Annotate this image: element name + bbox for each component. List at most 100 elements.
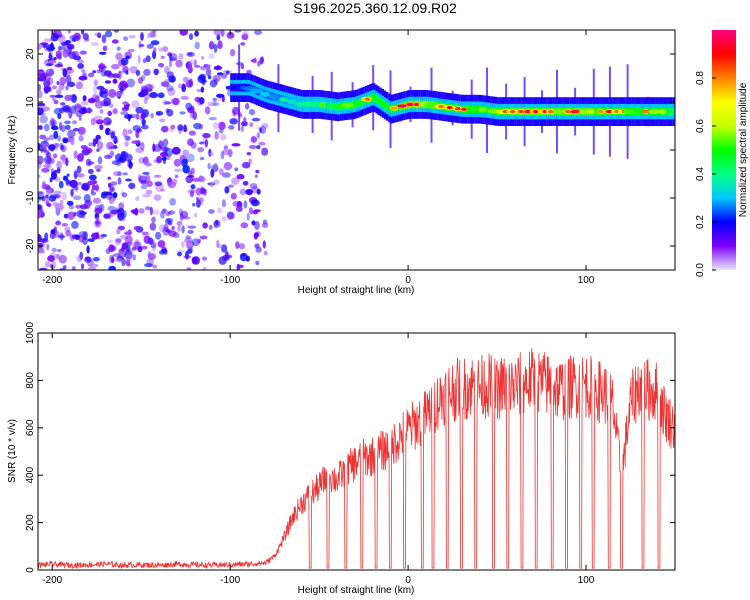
- noise-speckle: [59, 76, 66, 86]
- noise-speckle: [261, 122, 269, 130]
- noise-speckle: [125, 70, 129, 75]
- noise-speckle: [188, 33, 194, 40]
- noise-speckle: [168, 58, 173, 68]
- noise-speckle: [255, 260, 260, 266]
- signal-peak: [364, 97, 371, 101]
- noise-speckle: [162, 99, 168, 106]
- noise-speckle: [50, 168, 55, 175]
- signal-band-core: [379, 98, 382, 106]
- noise-speckle: [90, 117, 96, 126]
- noise-speckle: [38, 70, 45, 74]
- noise-speckle: [249, 183, 258, 190]
- noise-speckle: [166, 85, 174, 92]
- noise-speckle: [82, 95, 87, 102]
- noise-speckle: [107, 205, 116, 212]
- noise-speckle: [40, 42, 49, 46]
- noise-speckle: [239, 188, 247, 196]
- signal-peak: [641, 110, 650, 114]
- noise-speckle: [254, 174, 258, 178]
- noise-speckle: [204, 106, 211, 115]
- noise-speckle: [43, 38, 52, 42]
- noise-speckle: [158, 63, 165, 68]
- noise-speckle: [121, 151, 126, 157]
- noise-speckle: [180, 95, 189, 100]
- noise-speckle: [176, 220, 183, 226]
- noise-speckle: [153, 144, 162, 152]
- noise-speckle: [38, 90, 43, 99]
- noise-speckle: [137, 54, 141, 64]
- noise-speckle: [230, 192, 237, 200]
- noise-speckle: [152, 264, 158, 269]
- noise-speckle: [140, 184, 148, 190]
- noise-speckle: [47, 154, 51, 164]
- noise-speckle: [149, 222, 157, 231]
- noise-speckle: [195, 199, 201, 208]
- noise-speckle: [81, 30, 85, 35]
- noise-speckle: [212, 97, 217, 102]
- noise-speckle: [135, 106, 144, 114]
- snr-x-label: Height of straight line (km): [298, 585, 415, 596]
- noise-speckle: [120, 57, 129, 66]
- noise-speckle: [153, 209, 160, 216]
- noise-speckle: [214, 30, 221, 36]
- signal-band-core: [595, 107, 598, 116]
- noise-speckle: [64, 94, 72, 102]
- noise-speckle: [105, 127, 111, 136]
- noise-speckle: [146, 258, 154, 267]
- noise-speckle: [115, 52, 123, 61]
- noise-speckle: [88, 142, 94, 147]
- signal-blob: [249, 88, 264, 94]
- noise-speckle: [246, 212, 250, 221]
- noise-speckle: [172, 97, 180, 106]
- noise-speckle: [223, 162, 233, 171]
- signal-peak: [390, 106, 398, 110]
- noise-speckle: [256, 188, 261, 195]
- noise-speckle: [231, 177, 240, 185]
- noise-speckle: [226, 211, 235, 220]
- noise-speckle: [213, 162, 219, 172]
- noise-speckle: [144, 263, 153, 268]
- noise-speckle: [123, 209, 127, 218]
- colorbar: 0.0 0.2 0.4 0.6 0.8 Normalized spectral ampl…: [695, 30, 749, 277]
- noise-speckle: [59, 121, 63, 131]
- colorbar-tick-label: 0.6: [695, 119, 706, 133]
- noise-speckle: [39, 115, 48, 124]
- noise-speckle: [62, 68, 68, 78]
- noise-speckle: [105, 191, 113, 200]
- noise-speckle: [91, 232, 100, 240]
- noise-speckle: [167, 87, 176, 96]
- noise-speckle: [185, 240, 194, 250]
- noise-speckle: [45, 194, 49, 199]
- noise-speckle: [57, 135, 62, 142]
- noise-speckle: [96, 141, 104, 150]
- noise-speckle: [241, 121, 248, 127]
- noise-speckle: [95, 119, 104, 125]
- noise-speckle: [88, 174, 97, 181]
- noise-speckle: [67, 211, 75, 220]
- noise-speckle: [245, 188, 254, 196]
- noise-speckle: [261, 147, 269, 156]
- noise-speckle: [177, 124, 184, 131]
- noise-speckle: [181, 241, 185, 248]
- noise-speckle: [220, 150, 225, 160]
- y-tick-label: 1000: [25, 321, 36, 344]
- noise-speckle: [228, 125, 235, 130]
- noise-speckle: [153, 30, 157, 34]
- noise-speckle: [202, 222, 208, 229]
- noise-speckle: [121, 192, 128, 198]
- noise-speckle: [141, 118, 146, 126]
- noise-speckle: [161, 125, 169, 133]
- noise-speckle: [138, 208, 145, 214]
- noise-speckle: [109, 186, 116, 193]
- noise-speckle: [154, 174, 162, 178]
- noise-speckle: [196, 196, 200, 201]
- noise-speckle: [185, 102, 193, 111]
- noise-speckle: [221, 216, 228, 222]
- noise-speckle: [44, 261, 51, 268]
- y-tick-label: -20: [25, 238, 36, 253]
- noise-speckle: [86, 245, 90, 254]
- noise-speckle: [115, 207, 121, 212]
- noise-speckle: [60, 145, 67, 153]
